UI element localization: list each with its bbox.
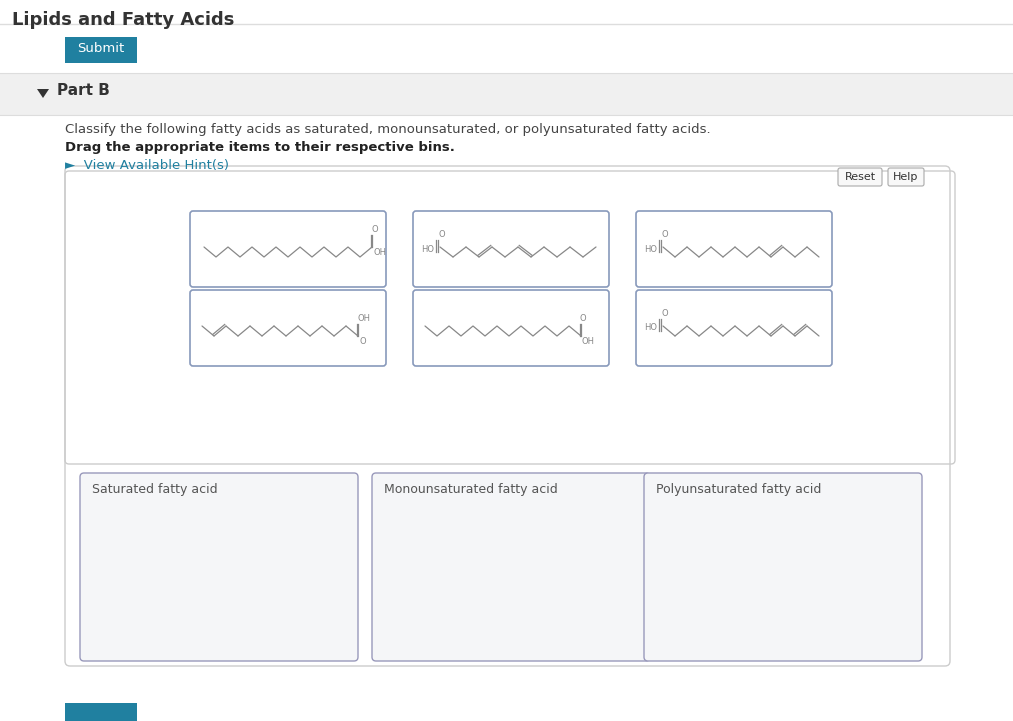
Text: Classify the following fatty acids as saturated, monounsaturated, or polyunsatur: Classify the following fatty acids as sa… (65, 123, 711, 136)
Text: Reset: Reset (845, 172, 875, 182)
Text: Help: Help (893, 172, 919, 182)
Text: ►  View Available Hint(s): ► View Available Hint(s) (65, 159, 229, 172)
Text: O: O (359, 337, 366, 346)
Text: Saturated fatty acid: Saturated fatty acid (92, 483, 218, 496)
Text: Submit: Submit (77, 43, 125, 56)
Text: O: O (580, 314, 587, 323)
FancyBboxPatch shape (372, 473, 650, 661)
Polygon shape (37, 89, 49, 98)
FancyBboxPatch shape (644, 473, 922, 661)
Text: Drag the appropriate items to their respective bins.: Drag the appropriate items to their resp… (65, 141, 455, 154)
Text: OH: OH (373, 248, 386, 257)
Text: Monounsaturated fatty acid: Monounsaturated fatty acid (384, 483, 558, 496)
Text: O: O (661, 309, 668, 318)
Bar (0, 73, 1013, 115)
Text: HO: HO (421, 244, 434, 254)
FancyBboxPatch shape (413, 290, 609, 366)
Text: O: O (661, 230, 668, 239)
Text: O: O (371, 225, 378, 234)
FancyBboxPatch shape (190, 290, 386, 366)
FancyBboxPatch shape (636, 290, 832, 366)
FancyBboxPatch shape (65, 171, 955, 464)
FancyBboxPatch shape (636, 211, 832, 287)
FancyBboxPatch shape (80, 473, 358, 661)
Bar (65, 37, 137, 63)
FancyBboxPatch shape (190, 211, 386, 287)
FancyBboxPatch shape (838, 168, 882, 186)
Text: OH: OH (582, 337, 595, 346)
Text: OH: OH (357, 314, 370, 323)
Text: HO: HO (644, 244, 657, 254)
Text: HO: HO (644, 324, 657, 332)
Text: O: O (438, 230, 445, 239)
Bar (65, 703, 137, 721)
FancyBboxPatch shape (413, 211, 609, 287)
FancyBboxPatch shape (888, 168, 924, 186)
Text: Polyunsaturated fatty acid: Polyunsaturated fatty acid (656, 483, 822, 496)
Text: Part B: Part B (57, 83, 109, 98)
Text: Lipids and Fatty Acids: Lipids and Fatty Acids (12, 11, 234, 29)
